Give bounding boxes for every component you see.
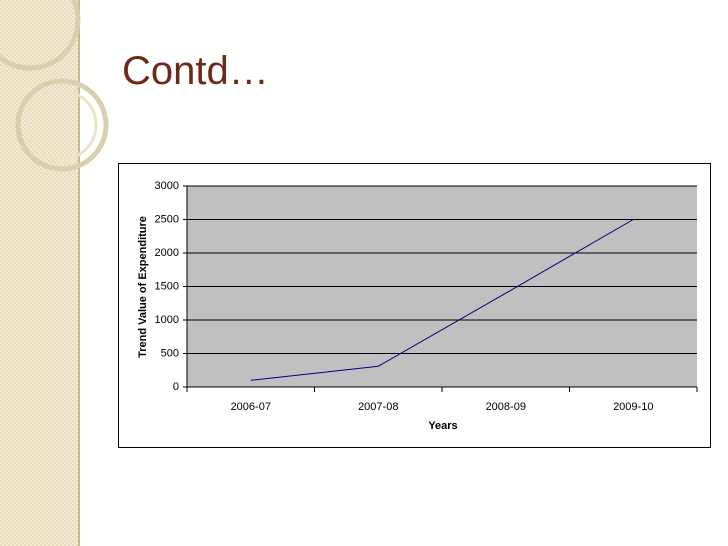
deco-circle — [15, 78, 109, 172]
deco-circle — [26, 89, 98, 161]
x-tick-label: 2008-09 — [486, 401, 526, 413]
y-tick-label: 1500 — [155, 280, 179, 292]
deco-circle — [0, 0, 81, 71]
y-tick-label: 2000 — [155, 247, 179, 259]
y-tick-label: 500 — [161, 347, 179, 359]
x-tick-label: 2007-08 — [358, 401, 398, 413]
x-tick-label: 2009-10 — [613, 401, 653, 413]
y-tick-label: 0 — [173, 381, 179, 393]
y-tick-label: 3000 — [155, 180, 179, 192]
y-axis-label: Trend Value of Expenditure — [137, 216, 149, 358]
y-tick-label: 1000 — [155, 314, 179, 326]
slide-title: Contd… — [122, 49, 269, 93]
x-tick-label: 2006-07 — [231, 401, 271, 413]
y-tick-label: 2500 — [155, 213, 179, 225]
x-axis-label: Years — [428, 420, 457, 432]
line — [250, 219, 634, 381]
